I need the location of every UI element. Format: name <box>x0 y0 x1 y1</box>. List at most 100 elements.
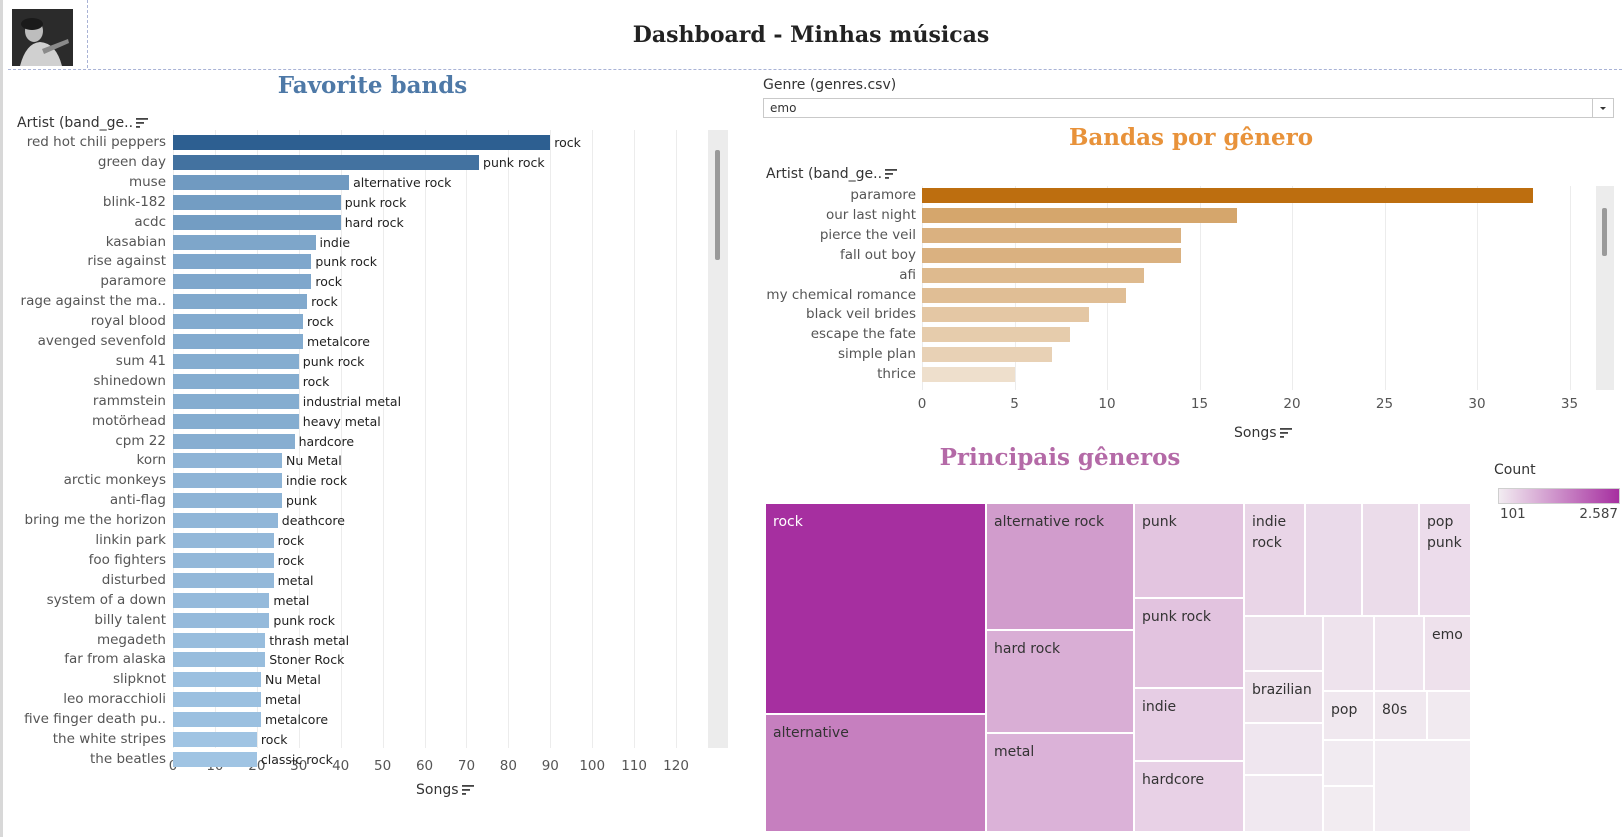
chart-bar[interactable] <box>173 572 274 588</box>
chart-bar[interactable] <box>173 493 282 509</box>
chart-bar[interactable] <box>922 227 1181 243</box>
treemap-tile[interactable] <box>1244 775 1323 832</box>
chart-bar[interactable] <box>922 247 1181 263</box>
chart-bar[interactable] <box>173 174 350 190</box>
chart-bar[interactable] <box>173 732 257 747</box>
treemap-tile[interactable]: hardcore <box>1134 761 1244 832</box>
treemap-tile[interactable]: metal <box>986 733 1134 832</box>
bar-label-artist: thrice <box>877 366 916 383</box>
sort-descending-icon[interactable] <box>885 169 898 179</box>
gridline <box>1292 186 1293 390</box>
treemap-tile[interactable]: rock <box>765 503 986 714</box>
chart-bar[interactable] <box>173 692 262 708</box>
chart-bar[interactable] <box>922 287 1126 303</box>
chart-bar[interactable] <box>173 592 270 608</box>
chart-bar[interactable] <box>922 347 1052 363</box>
chart-bar[interactable] <box>173 254 312 270</box>
chart-bar[interactable] <box>173 353 299 369</box>
favorite-bands-scrollbar-thumb[interactable] <box>715 150 720 260</box>
chart-bar[interactable] <box>173 135 551 150</box>
treemap-tile[interactable]: alternative rock <box>986 503 1134 630</box>
chart-bar[interactable] <box>922 367 1015 383</box>
chart-bar[interactable] <box>173 314 303 330</box>
treemap-tile[interactable] <box>1244 616 1323 671</box>
treemap-tile[interactable]: punk <box>1134 503 1244 598</box>
chart-bar[interactable] <box>173 154 480 170</box>
treemap-tile[interactable] <box>1244 723 1323 775</box>
chart-bar[interactable] <box>173 533 274 548</box>
bar-genre-label: rock <box>260 732 288 747</box>
chart-bar[interactable] <box>173 513 278 529</box>
bandas-por-genero-scrollbar[interactable] <box>1596 186 1614 390</box>
treemap-tile[interactable]: alternative <box>765 714 986 832</box>
chart-bar[interactable] <box>173 234 316 250</box>
bar-label-artist: red hot chili peppers <box>26 134 166 150</box>
treemap-tile[interactable]: brazilian <box>1244 671 1323 723</box>
treemap-tile[interactable] <box>1323 616 1374 691</box>
chart-bar[interactable] <box>173 393 299 409</box>
favorite-bands-scrollbar[interactable] <box>708 130 728 748</box>
treemap-tile[interactable] <box>1374 740 1471 832</box>
treemap-tile[interactable] <box>1305 503 1362 616</box>
chart-bar[interactable] <box>922 327 1070 343</box>
treemap-tile[interactable] <box>1374 616 1424 691</box>
bar-label-artist: slipknot <box>112 671 166 688</box>
bar-label-artist: the beatles <box>90 750 166 767</box>
bar-label-artist: system of a down <box>46 591 166 608</box>
bar-genre-label: Nu Metal <box>265 672 321 688</box>
bandas-por-genero-x-axis-title[interactable]: Songs <box>1234 425 1292 441</box>
favorite-bands-x-axis-title[interactable]: Songs <box>416 782 474 798</box>
chart-bar[interactable] <box>173 632 266 648</box>
bar-label-artist: five finger death pu.. <box>24 711 166 728</box>
chart-bar[interactable] <box>173 274 312 290</box>
chart-bar[interactable] <box>922 188 1533 203</box>
treemap-tile[interactable]: pop punk <box>1419 503 1471 616</box>
color-legend-gradient <box>1498 488 1620 504</box>
treemap-tile[interactable] <box>1323 740 1374 786</box>
treemap-tile[interactable]: punk rock <box>1134 598 1244 688</box>
chart-bar[interactable] <box>922 307 1089 323</box>
chart-bar[interactable] <box>922 267 1144 283</box>
treemap-tile[interactable] <box>1362 503 1419 616</box>
bar-label-artist: paramore <box>850 187 916 203</box>
treemap-tile[interactable] <box>1427 691 1471 740</box>
chart-bar[interactable] <box>173 672 262 688</box>
chart-bar[interactable] <box>173 334 303 349</box>
chevron-down-icon[interactable] <box>1592 99 1613 117</box>
chart-bar[interactable] <box>173 413 299 429</box>
chart-bar[interactable] <box>173 373 299 389</box>
chart-bar[interactable] <box>173 652 266 668</box>
artist-column-header[interactable]: Artist (band_ge.. <box>17 115 149 131</box>
bandas-por-genero-scrollbar-thumb[interactable] <box>1602 208 1607 256</box>
bar-label-artist: rage against the ma.. <box>20 293 166 310</box>
treemap-tile[interactable]: indie rock <box>1244 503 1305 616</box>
x-axis-title-label: Songs <box>1234 425 1277 441</box>
bar-label-artist: cpm 22 <box>115 432 166 449</box>
treemap-tile-label: indie rock <box>1252 514 1287 551</box>
sort-descending-icon[interactable] <box>1279 428 1292 438</box>
treemap-tile[interactable]: pop <box>1323 691 1374 740</box>
treemap-tile[interactable]: emo <box>1424 616 1471 691</box>
sort-descending-icon[interactable] <box>136 118 149 128</box>
chart-bar[interactable] <box>922 207 1237 223</box>
chart-bar[interactable] <box>173 294 308 310</box>
chart-bar[interactable] <box>173 453 282 469</box>
treemap-tile[interactable]: indie <box>1134 688 1244 761</box>
chart-bar[interactable] <box>173 473 282 489</box>
bar-label-artist: our last night <box>825 206 916 223</box>
bar-label-artist: disturbed <box>101 571 166 588</box>
chart-bar[interactable] <box>173 612 270 628</box>
genre-dropdown[interactable]: emo <box>763 98 1614 118</box>
chart-bar[interactable] <box>173 433 295 449</box>
chart-bar[interactable] <box>173 194 341 210</box>
chart-bar[interactable] <box>173 751 257 767</box>
chart-bar[interactable] <box>173 712 262 728</box>
chart-bar[interactable] <box>173 214 341 230</box>
chart-bar[interactable] <box>173 552 274 568</box>
artist-column-header[interactable]: Artist (band_ge.. <box>766 166 898 182</box>
treemap-tile[interactable] <box>1323 786 1374 832</box>
sort-descending-icon[interactable] <box>461 785 474 795</box>
gridline <box>634 130 636 748</box>
treemap-tile[interactable]: 80s <box>1374 691 1427 740</box>
treemap-tile[interactable]: hard rock <box>986 630 1134 733</box>
